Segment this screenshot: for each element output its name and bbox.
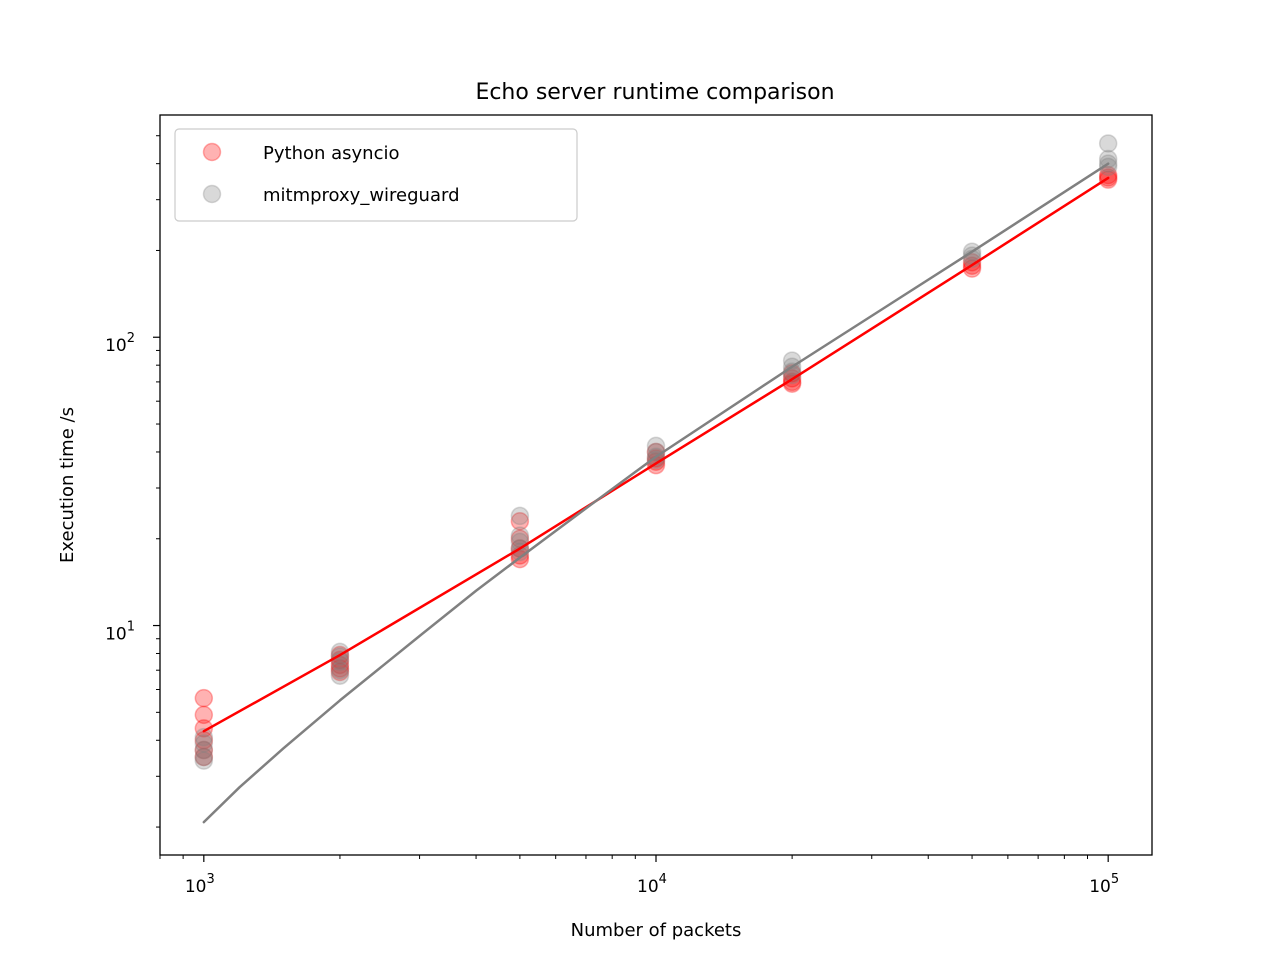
data-point-python-asyncio bbox=[330, 659, 350, 678]
legend-marker-mitmproxy-wireguard bbox=[202, 184, 222, 204]
fit-line-mitmproxy-wireguard bbox=[202, 162, 1110, 824]
data-point-mitmproxy-wireguard bbox=[1098, 157, 1118, 177]
data-point-mitmproxy-wireguard bbox=[194, 747, 214, 767]
legend-marker-python-asyncio bbox=[202, 142, 222, 162]
data-point-mitmproxy-wireguard bbox=[194, 751, 214, 770]
fit-lines bbox=[202, 162, 1110, 824]
legend-label-python-asyncio: Python asyncio bbox=[263, 143, 400, 164]
data-point-mitmproxy-wireguard bbox=[194, 740, 214, 760]
x-tick-label: 104 bbox=[637, 872, 667, 897]
data-point-mitmproxy-wireguard bbox=[194, 734, 214, 753]
data-point-python-asyncio bbox=[1098, 170, 1118, 189]
data-point-mitmproxy-wireguard bbox=[646, 450, 666, 470]
chart-title: Echo server runtime comparison bbox=[475, 80, 834, 105]
y-axis-label: Execution time /s bbox=[57, 407, 78, 563]
x-tick-label: 105 bbox=[1089, 872, 1119, 897]
data-point-python-asyncio bbox=[194, 688, 214, 708]
legend-label-mitmproxy-wireguard: mitmproxy_wireguard bbox=[263, 185, 460, 206]
data-point-mitmproxy-wireguard bbox=[1098, 134, 1118, 153]
legend-box bbox=[174, 128, 578, 222]
data-point-python-asyncio bbox=[962, 259, 982, 278]
fit-line-python-asyncio bbox=[202, 176, 1110, 733]
data-point-mitmproxy-wireguard bbox=[330, 660, 350, 680]
data-point-python-asyncio bbox=[194, 705, 214, 725]
y-tick-label: 102 bbox=[105, 331, 135, 356]
legend: Python asyncio mitmproxy_wireguard bbox=[174, 128, 578, 222]
x-tick-label: 103 bbox=[185, 872, 215, 897]
y-tick-label: 101 bbox=[105, 620, 135, 645]
x-axis-label: Number of packets bbox=[571, 920, 742, 941]
data-point-python-asyncio bbox=[194, 740, 214, 760]
data-point-mitmproxy-wireguard bbox=[646, 436, 666, 456]
data-point-mitmproxy-wireguard bbox=[330, 666, 350, 685]
data-point-mitmproxy-wireguard bbox=[510, 526, 530, 545]
data-point-python-asyncio bbox=[194, 719, 214, 738]
data-point-python-asyncio bbox=[330, 662, 350, 682]
data-point-mitmproxy-wireguard bbox=[1098, 149, 1118, 169]
data-point-python-asyncio bbox=[194, 747, 214, 767]
data-point-python-asyncio bbox=[510, 512, 530, 531]
data-point-mitmproxy-wireguard bbox=[510, 506, 530, 526]
plot-area bbox=[159, 114, 1153, 856]
data-points bbox=[194, 134, 1118, 770]
data-point-mitmproxy-wireguard bbox=[194, 727, 214, 747]
